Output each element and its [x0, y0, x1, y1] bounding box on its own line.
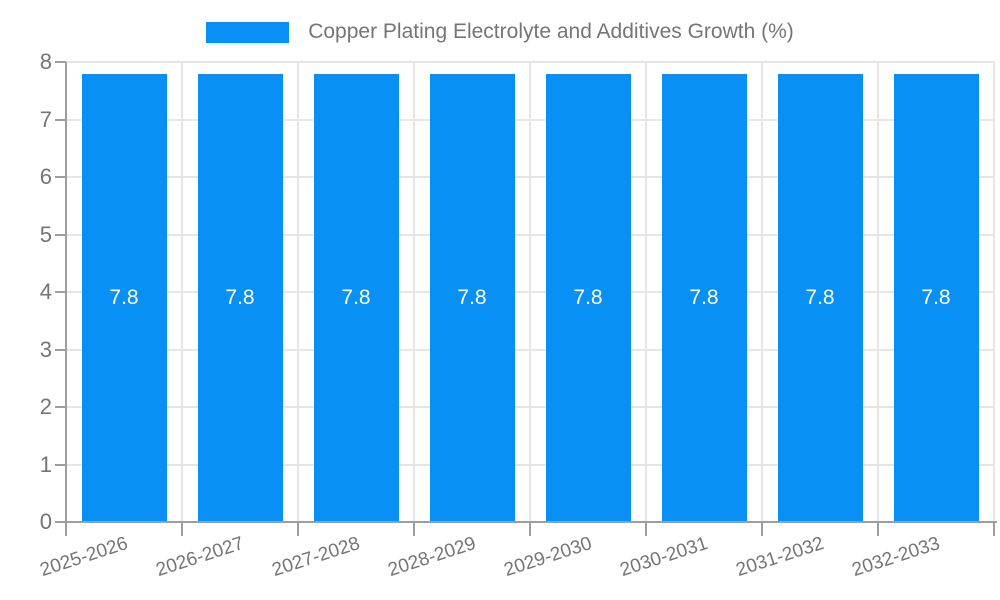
gridline-vertical — [761, 62, 763, 522]
bar-value-label: 7.8 — [341, 285, 371, 309]
bar — [81, 73, 167, 522]
y-axis-label: 7 — [39, 106, 52, 132]
bar-value-label: 7.8 — [225, 285, 255, 309]
gridline-vertical — [181, 62, 183, 522]
y-axis-label: 2 — [39, 394, 52, 419]
x-axis-tick — [877, 523, 879, 536]
y-axis-label: 5 — [39, 221, 52, 247]
bar-value-label: 7.8 — [689, 285, 719, 309]
y-axis-tick — [55, 176, 66, 178]
bar-value-label: 7.8 — [109, 285, 139, 309]
chart-legend: Copper Plating Electrolyte and Additives… — [0, 20, 1000, 44]
y-axis-label: 6 — [39, 164, 52, 189]
x-axis-tick — [761, 523, 763, 536]
bar — [429, 73, 515, 522]
x-axis-tick — [181, 523, 183, 536]
x-axis-line — [55, 521, 997, 523]
y-axis-tick — [55, 233, 66, 236]
y-axis-tick — [55, 118, 66, 121]
bar — [661, 73, 747, 522]
x-axis-tick — [413, 523, 415, 536]
y-axis-tick — [55, 348, 66, 351]
gridline-vertical — [645, 62, 647, 522]
x-axis-tick — [65, 523, 67, 536]
gridline-vertical — [297, 62, 299, 522]
y-axis-label: 8 — [39, 49, 52, 74]
bar — [777, 73, 863, 522]
y-axis-label: 4 — [39, 279, 52, 304]
x-axis-tick — [993, 523, 995, 536]
bar-value-label: 7.8 — [457, 285, 487, 309]
bar — [545, 73, 631, 522]
y-axis-label: 3 — [39, 336, 52, 362]
bar-value-label: 7.8 — [805, 285, 835, 309]
y-axis-label: 1 — [39, 451, 52, 477]
gridline-vertical — [529, 62, 531, 522]
legend-swatch — [206, 21, 290, 43]
gridline-vertical — [413, 62, 415, 522]
bar-value-label: 7.8 — [921, 285, 951, 309]
bar — [313, 73, 399, 522]
x-axis-tick — [645, 523, 647, 536]
bar — [893, 73, 979, 522]
gridline-vertical — [993, 62, 995, 522]
x-axis-tick — [297, 523, 299, 536]
x-axis-tick — [529, 523, 531, 536]
y-axis-line — [65, 62, 67, 522]
bar-value-label: 7.8 — [573, 285, 603, 309]
y-axis-tick — [55, 61, 66, 63]
legend-label: Copper Plating Electrolyte and Additives… — [308, 20, 794, 43]
y-axis-tick — [55, 291, 66, 293]
y-axis-tick — [55, 406, 66, 408]
bar — [197, 73, 283, 522]
y-axis-tick — [55, 463, 66, 466]
gridline-vertical — [877, 62, 879, 522]
y-axis-label: 0 — [39, 509, 52, 534]
